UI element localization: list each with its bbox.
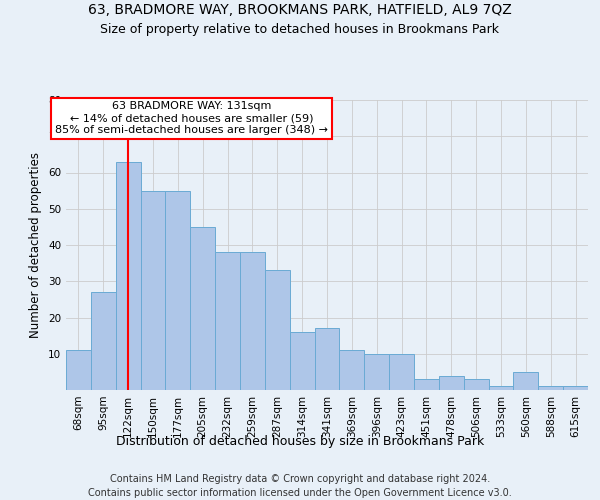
Text: 63 BRADMORE WAY: 131sqm
← 14% of detached houses are smaller (59)
85% of semi-de: 63 BRADMORE WAY: 131sqm ← 14% of detache…	[55, 102, 328, 134]
Text: Size of property relative to detached houses in Brookmans Park: Size of property relative to detached ho…	[101, 22, 499, 36]
Bar	[563, 386, 588, 390]
Bar	[166, 190, 190, 390]
Bar	[91, 292, 116, 390]
Bar	[439, 376, 464, 390]
Bar	[290, 332, 314, 390]
Bar	[364, 354, 389, 390]
Bar	[464, 379, 488, 390]
Bar	[340, 350, 364, 390]
Y-axis label: Number of detached properties: Number of detached properties	[29, 152, 43, 338]
Text: Contains HM Land Registry data © Crown copyright and database right 2024.
Contai: Contains HM Land Registry data © Crown c…	[88, 474, 512, 498]
Bar	[414, 379, 439, 390]
Bar	[265, 270, 290, 390]
Bar	[190, 227, 215, 390]
Bar	[215, 252, 240, 390]
Text: 63, BRADMORE WAY, BROOKMANS PARK, HATFIELD, AL9 7QZ: 63, BRADMORE WAY, BROOKMANS PARK, HATFIE…	[88, 2, 512, 16]
Bar	[314, 328, 340, 390]
Bar	[389, 354, 414, 390]
Text: Distribution of detached houses by size in Brookmans Park: Distribution of detached houses by size …	[116, 435, 484, 448]
Bar	[66, 350, 91, 390]
Bar	[240, 252, 265, 390]
Bar	[116, 162, 140, 390]
Bar	[514, 372, 538, 390]
Bar	[488, 386, 514, 390]
Bar	[538, 386, 563, 390]
Bar	[140, 190, 166, 390]
